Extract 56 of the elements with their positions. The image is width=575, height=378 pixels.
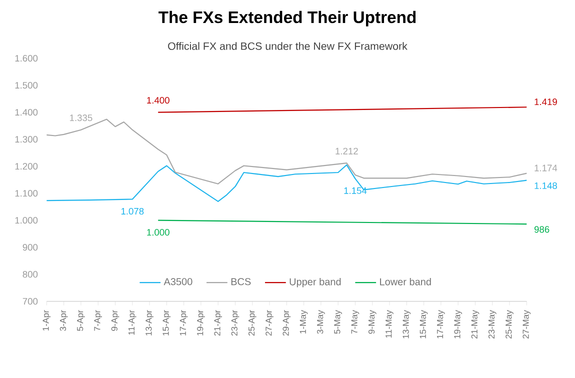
x-tick-label: 7-Apr <box>94 310 102 331</box>
x-tick-label: 11-Apr <box>128 310 136 335</box>
legend-label: BCS <box>231 278 251 286</box>
x-tick-label: 1-Apr <box>42 310 51 331</box>
data-label: 1.154 <box>344 187 367 194</box>
x-tick-label: 7-May <box>351 310 360 334</box>
x-tick-label: 3-May <box>317 310 325 334</box>
x-tick-label: 13-Apr <box>146 310 154 336</box>
data-label: 986 <box>534 226 550 233</box>
y-tick-label: 1.300 <box>15 136 38 143</box>
legend-label: Upper band <box>290 278 341 288</box>
x-tick-label: 27-May <box>522 310 531 338</box>
y-tick-label: 1.600 <box>15 54 38 62</box>
line-series <box>46 164 528 202</box>
x-tick-label: 27-Apr <box>266 310 274 336</box>
x-tick-label: 3-Apr <box>60 310 68 331</box>
data-label: 1.335 <box>70 114 92 122</box>
x-tick-label: 5-Apr <box>77 310 85 331</box>
y-tick-label: 1.200 <box>15 163 38 170</box>
data-label: 1.174 <box>534 164 558 172</box>
x-tick-label: 17-May <box>437 310 445 338</box>
y-tick-label: 1.100 <box>15 190 38 197</box>
x-tick-label: 25-May <box>506 310 514 338</box>
x-tick-label: 25-Apr <box>248 310 256 336</box>
x-tick-label: 23-May <box>488 310 496 338</box>
data-label: 1.148 <box>534 182 557 189</box>
data-label: 1.419 <box>534 98 557 106</box>
chart-title: The FXs Extended Their Uptrend <box>158 10 416 26</box>
x-tick-label: 15-May <box>420 310 428 338</box>
data-label: 1.078 <box>121 208 144 215</box>
x-tick-label: 13-May <box>402 310 411 338</box>
x-tick-label: 21-Apr <box>214 310 222 336</box>
data-label: 1.000 <box>147 229 170 236</box>
x-tick-label: 19-Apr <box>197 310 205 336</box>
data-label: 1.400 <box>147 96 170 104</box>
x-tick-label: 17-Apr <box>180 310 188 336</box>
x-tick-label: 5-May <box>334 310 342 334</box>
x-tick-label: 9-May <box>368 310 376 334</box>
x-tick-label: 29-Apr <box>282 310 291 336</box>
data-label: 1.212 <box>336 148 358 154</box>
x-tick-label: 23-Apr <box>231 310 240 336</box>
x-tick-label: 21-May <box>471 310 480 338</box>
x-tick-label: 11-May <box>386 310 394 338</box>
x-tick-label: 1-May <box>300 310 308 334</box>
y-tick-label: 700 <box>22 298 38 305</box>
y-tick-label: 1.500 <box>15 82 38 89</box>
x-tick-label: 19-May <box>454 310 462 338</box>
legend-label: A3500 <box>164 278 192 286</box>
y-tick-label: 800 <box>22 271 38 278</box>
x-tick-label: 9-Apr <box>111 310 120 331</box>
y-tick-label: 900 <box>22 244 38 251</box>
x-tick-label: 15-Apr <box>162 310 171 336</box>
chart-subtitle: Official FX and BCS under the New FX Framework <box>168 42 408 50</box>
legend-label: Lower band <box>380 278 431 286</box>
y-tick-label: 1.400 <box>15 108 38 116</box>
y-tick-label: 1.000 <box>15 217 38 224</box>
